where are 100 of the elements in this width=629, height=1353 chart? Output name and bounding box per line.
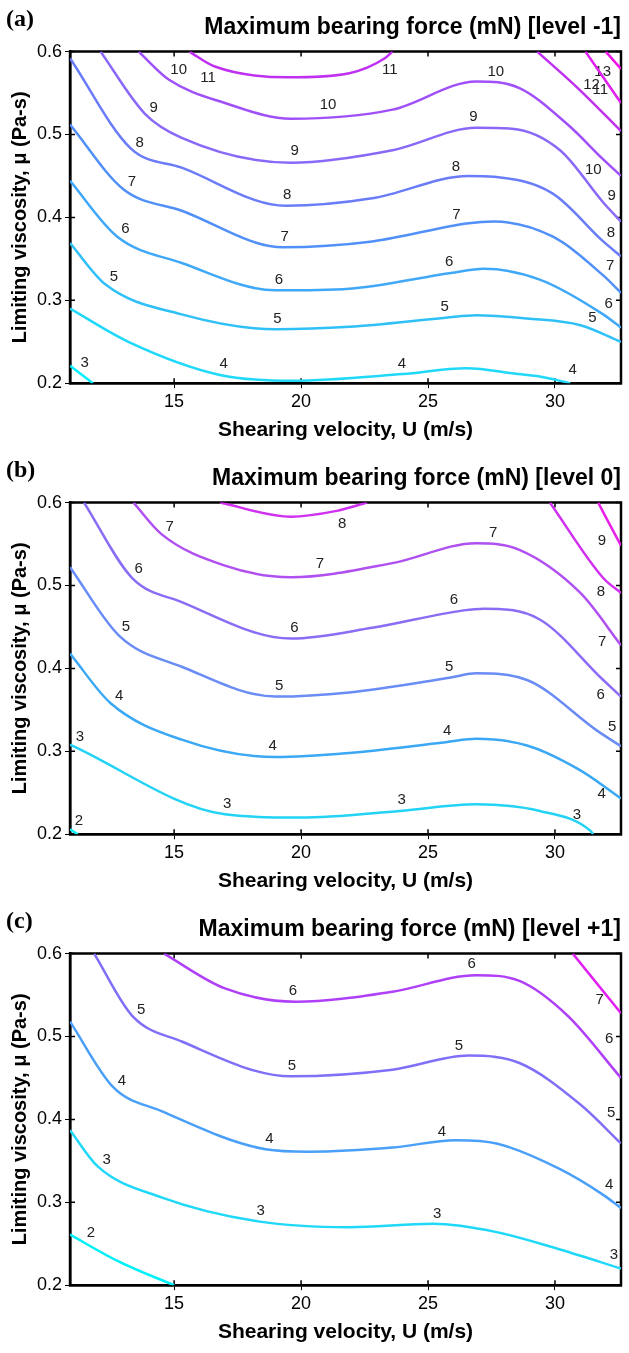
y-tick-label: 0.3 — [36, 289, 63, 310]
annotation: 4 — [604, 1175, 614, 1193]
annotation: 2 — [74, 811, 84, 829]
annotation: 3 — [572, 805, 582, 823]
annotation: 7 — [280, 226, 289, 244]
annotation: 3 — [80, 352, 89, 370]
annotation: 3 — [609, 1244, 618, 1262]
annotation: 10 — [319, 95, 337, 113]
annotation: 6 — [596, 685, 605, 703]
y-tick-label: 0.2 — [36, 372, 63, 393]
annotation: 3 — [222, 793, 232, 811]
annotation: 10 — [170, 59, 188, 77]
annotation: 9 — [290, 141, 299, 159]
annotation: 5 — [273, 308, 282, 326]
y-tick-label: 0.4 — [36, 657, 63, 678]
x-tick-label: 20 — [291, 390, 312, 411]
y-tick-label: 0.5 — [36, 1025, 63, 1046]
annotation: 7 — [489, 523, 498, 541]
y-tick-label: 0.2 — [36, 823, 63, 844]
annotation: 9 — [597, 530, 607, 548]
line-series — [82, 502, 621, 698]
annotation: 4 — [117, 1071, 127, 1089]
annotation: 6 — [449, 589, 459, 607]
annotation: 7 — [165, 516, 174, 534]
annotation: 10 — [584, 159, 602, 177]
annotation: 5 — [454, 1035, 464, 1053]
annotation: 7 — [598, 632, 607, 650]
y-axis-title: Limiting viscosity, μ (Pa-s) — [7, 542, 30, 795]
annotation: 3 — [256, 1200, 265, 1218]
annotation: 4 — [397, 353, 407, 371]
annotation: 7 — [315, 553, 325, 571]
x-axis-title: Shearing velocity, U (m/s) — [217, 1319, 474, 1343]
annotation: 6 — [288, 980, 298, 998]
annotation: 5 — [445, 656, 454, 674]
annotation: 9 — [607, 185, 616, 203]
y-tick-label: 0.4 — [36, 1108, 63, 1129]
x-tick-label: 15 — [164, 841, 185, 862]
y-tick-label: 0.4 — [36, 206, 63, 227]
x-tick-label: 25 — [418, 841, 439, 862]
x-tick-label: 15 — [164, 1292, 185, 1313]
annotation: 4 — [568, 359, 577, 377]
y-tick-label: 0.5 — [36, 574, 63, 595]
annotation: 10 — [487, 61, 505, 79]
y-tick-label: 0.3 — [36, 740, 63, 761]
annotation: 3 — [75, 726, 85, 744]
annotation: 5 — [121, 617, 131, 635]
chart-title: Maximum bearing force (mN) [level -1] — [204, 13, 621, 40]
annotation: 5 — [136, 1000, 146, 1018]
annotation: 5 — [109, 267, 119, 285]
y-tick-label: 0.3 — [36, 1191, 63, 1212]
line-series — [70, 1128, 621, 1270]
line-series — [70, 123, 621, 295]
y-tick-label: 0.6 — [36, 491, 63, 512]
annotation: 6 — [604, 1029, 614, 1047]
x-axis-title: Shearing velocity, U (m/s) — [217, 417, 474, 441]
line-series — [137, 51, 621, 178]
annotation: 5 — [287, 1055, 297, 1073]
annotation: 7 — [127, 172, 136, 190]
y-tick-label: 0.2 — [36, 1274, 63, 1295]
annotation: 4 — [442, 720, 452, 738]
y-axis-title: Limiting viscosity, μ (Pa-s) — [7, 993, 30, 1246]
annotation: 6 — [134, 559, 143, 577]
annotation: 5 — [440, 297, 449, 315]
annotation: 9 — [149, 97, 158, 115]
line-series — [99, 51, 621, 223]
line-series — [92, 953, 621, 1145]
x-tick-label: 25 — [418, 390, 439, 411]
annotation: 6 — [604, 294, 613, 312]
x-tick-label: 30 — [544, 1292, 565, 1313]
annotation: 4 — [219, 354, 228, 372]
annotation: 11 — [200, 68, 216, 86]
annotation: 4 — [437, 1121, 447, 1139]
x-tick-label: 30 — [544, 390, 565, 411]
annotation: 3 — [397, 789, 406, 807]
annotation: 6 — [445, 252, 454, 270]
line-series — [162, 953, 621, 1080]
annotation: 11 — [382, 60, 398, 78]
annotation: 8 — [606, 223, 616, 241]
annotation: 7 — [452, 204, 461, 222]
chart-title: Maximum bearing force (mN) [level 0] — [212, 464, 621, 491]
annotation: 7 — [606, 256, 615, 274]
text: (c) — [6, 907, 33, 934]
annotation: 8 — [451, 156, 461, 174]
annotation: 5 — [606, 1103, 616, 1121]
x-tick-label: 25 — [418, 1292, 439, 1313]
text: (b) — [6, 456, 36, 483]
y-tick-label: 0.5 — [36, 123, 63, 144]
x-axis-title: Shearing velocity, U (m/s) — [217, 868, 474, 892]
x-tick-label: 20 — [291, 1292, 312, 1313]
annotation: 4 — [268, 736, 277, 754]
x-tick-label: 15 — [164, 390, 185, 411]
annotation: 6 — [121, 219, 130, 237]
annotation: 9 — [469, 107, 478, 125]
annotation: 8 — [135, 132, 144, 150]
chart-title: Maximum bearing force (mN) [level +1] — [198, 915, 621, 942]
annotation: 3 — [102, 1150, 111, 1168]
annotation: 8 — [596, 581, 606, 599]
annotation: 6 — [467, 954, 476, 972]
annotation: 5 — [607, 716, 617, 734]
annotation: 5 — [274, 675, 284, 693]
